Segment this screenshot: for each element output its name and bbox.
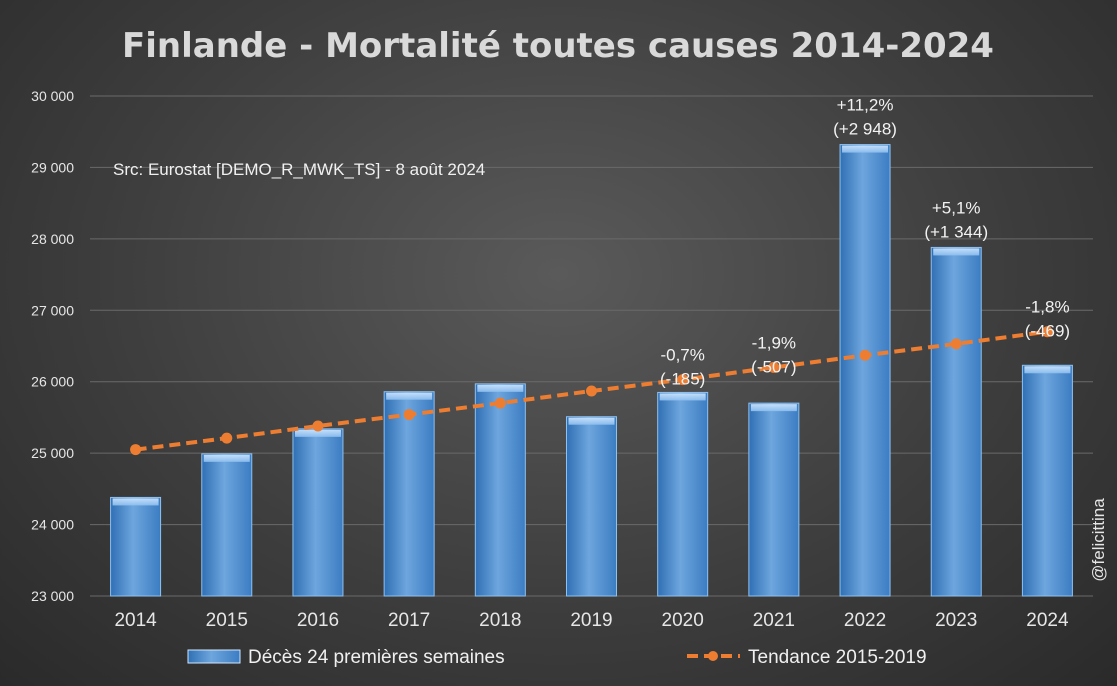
bar	[201, 453, 253, 597]
x-tick-label: 2023	[935, 610, 977, 631]
legend-item-bars: Décès 24 premières semaines	[187, 647, 505, 668]
trend-point	[403, 409, 415, 421]
bar-highlight	[842, 145, 889, 153]
source-note: Src: Eurostat [DEMO_R_MWK_TS] - 8 août 2…	[113, 160, 485, 179]
x-tick-label: 2022	[844, 610, 886, 631]
annotation-label: -0,7%	[660, 346, 704, 365]
trend-point	[859, 349, 871, 361]
bar	[1021, 364, 1073, 597]
x-tick-label: 2017	[388, 610, 430, 631]
chart-title: Finlande - Mortalité toutes causes 2014-…	[122, 26, 994, 66]
credit-watermark: @felicittina	[1089, 498, 1108, 582]
y-tick-label: 25 000	[31, 445, 74, 461]
x-tick-label: 2024	[1026, 610, 1069, 631]
annotation-label: -1,8%	[1025, 298, 1069, 317]
y-tick-label: 26 000	[31, 374, 74, 390]
annotation-label: +5,1%	[932, 198, 981, 217]
bar-highlight	[750, 404, 797, 412]
legend-label-trend: Tendance 2015-2019	[748, 647, 927, 668]
y-tick-label: 30 000	[31, 88, 74, 104]
bar	[657, 391, 709, 597]
annotation-label: (+2 948)	[833, 120, 897, 139]
legend: Décès 24 premières semaines Tendance 201…	[187, 647, 927, 668]
bar	[383, 391, 435, 597]
bar	[566, 416, 617, 597]
trend-point	[677, 374, 689, 386]
y-axis-ticks: 23 000 24 000 25 000 26 000 27 000 28 000 29 0…	[31, 88, 74, 604]
bar-highlight	[1024, 366, 1071, 374]
bar-highlight	[477, 384, 524, 392]
annotations: -0,7% (-185) -1,9% (-507) +11,2% (+2 948) +5,1…	[660, 96, 1070, 389]
x-tick-label: 2021	[753, 610, 795, 631]
bar-highlight	[112, 498, 159, 506]
legend-swatch-trend-marker	[708, 651, 718, 661]
x-tick-label: 2016	[297, 610, 339, 631]
legend-label-bars: Décès 24 premières semaines	[248, 647, 505, 668]
bar	[839, 144, 891, 597]
trend-point	[586, 385, 597, 397]
y-tick-label: 28 000	[31, 231, 74, 247]
x-axis-ticks: 2014 2015 2016 2017 2018 2019 2020 2021 2022 2023…	[114, 610, 1069, 631]
trend-series	[130, 326, 1053, 456]
x-tick-label: 2015	[206, 610, 248, 631]
bar-highlight	[568, 417, 615, 425]
x-tick-label: 2018	[479, 610, 521, 631]
trend-point	[130, 444, 142, 456]
bar	[292, 428, 344, 597]
bar	[110, 496, 162, 597]
annotation-label: -1,9%	[752, 333, 796, 352]
bar-series	[110, 144, 1073, 597]
legend-swatch-bars	[187, 649, 241, 664]
bar-highlight	[933, 248, 980, 256]
trend-point	[768, 361, 780, 373]
y-tick-label: 29 000	[31, 159, 74, 175]
y-tick-label: 23 000	[31, 588, 74, 604]
bar	[748, 402, 800, 597]
bar-highlight	[386, 392, 433, 400]
trend-point	[494, 397, 506, 409]
x-tick-label: 2014	[114, 610, 157, 631]
annotation-label: (+1 344)	[924, 222, 988, 241]
bar-highlight	[203, 454, 250, 462]
bar	[930, 246, 982, 597]
x-tick-label: 2020	[662, 610, 704, 631]
annotation-label: (-469)	[1025, 322, 1070, 341]
trend-point	[950, 338, 962, 350]
y-tick-label: 27 000	[31, 302, 74, 318]
bar-highlight	[659, 393, 706, 401]
bar-highlight	[294, 429, 341, 437]
trend-point	[221, 432, 233, 444]
trend-point	[312, 420, 324, 432]
trend-point	[1041, 326, 1053, 338]
annotation-label: (-185)	[660, 370, 705, 389]
annotation-label: +11,2%	[837, 96, 894, 115]
bar	[474, 383, 526, 597]
legend-item-trend: Tendance 2015-2019	[687, 647, 927, 668]
y-tick-label: 24 000	[31, 517, 74, 533]
x-tick-label: 2019	[570, 610, 612, 631]
annotation-label: (-507)	[751, 357, 796, 376]
